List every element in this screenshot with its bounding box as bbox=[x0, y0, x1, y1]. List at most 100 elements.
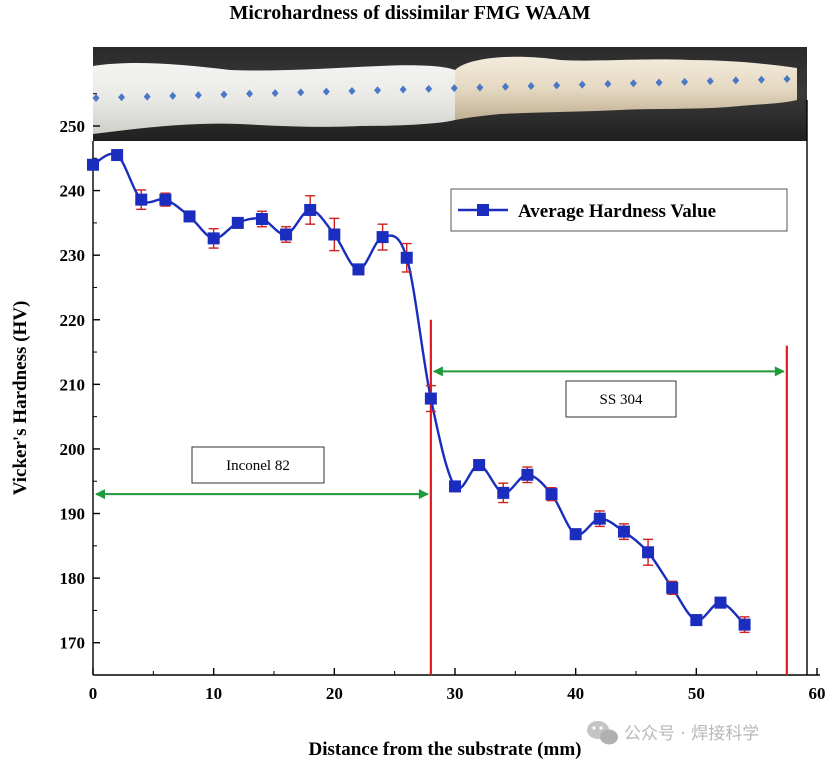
series-layer bbox=[87, 149, 751, 634]
data-point bbox=[87, 158, 99, 171]
indentation-marker bbox=[757, 75, 765, 84]
chart-title: Microhardness of dissimilar FMG WAAM bbox=[229, 2, 590, 24]
data-point bbox=[690, 614, 703, 627]
region-label-box bbox=[565, 380, 677, 418]
data-point bbox=[183, 210, 196, 223]
y-tick-label: 200 bbox=[60, 440, 86, 459]
watermark-text: 公众号 · 焊接科学 bbox=[624, 724, 759, 744]
x-tick-label: 40 bbox=[567, 684, 584, 703]
y-tick-label: 240 bbox=[60, 182, 86, 201]
sample-photo bbox=[92, 47, 807, 141]
indentation-marker bbox=[604, 79, 612, 88]
arrow-head-left bbox=[432, 366, 443, 377]
region-label-box bbox=[191, 446, 325, 484]
data-point bbox=[400, 251, 413, 264]
arrow-head-right bbox=[774, 366, 785, 377]
indentation-marker bbox=[732, 76, 740, 85]
legend: Average Hardness Value bbox=[450, 188, 788, 232]
y-axis-label: Vicker's Hardness (HV) bbox=[10, 301, 31, 496]
indentation-marker bbox=[425, 84, 433, 93]
data-point bbox=[666, 581, 679, 594]
indentation-marker bbox=[527, 82, 535, 91]
y-tick-label: 210 bbox=[60, 375, 86, 394]
data-point bbox=[231, 216, 244, 229]
indentation-marker bbox=[501, 82, 509, 91]
data-point bbox=[207, 232, 220, 245]
indentation-marker bbox=[169, 91, 177, 100]
data-point bbox=[714, 596, 727, 609]
indentation-marker bbox=[681, 77, 689, 86]
indentation-marker bbox=[92, 94, 100, 102]
indentation-marker bbox=[271, 89, 279, 98]
indentation-marker bbox=[399, 85, 407, 94]
indentation-marker bbox=[476, 83, 484, 92]
indentation-marker bbox=[118, 93, 126, 102]
data-point bbox=[521, 468, 534, 481]
y-tick-label: 230 bbox=[60, 246, 86, 265]
indentation-marker bbox=[297, 88, 305, 97]
x-tick-label: 10 bbox=[205, 684, 222, 703]
indentation-marker bbox=[348, 86, 356, 95]
indentation-markers bbox=[92, 75, 791, 102]
data-point bbox=[159, 193, 172, 206]
data-point bbox=[352, 263, 365, 276]
indentation-marker bbox=[629, 79, 637, 88]
data-point bbox=[135, 193, 148, 206]
x-tick-label: 50 bbox=[688, 684, 705, 703]
indentation-marker bbox=[322, 87, 330, 96]
data-point bbox=[497, 486, 510, 499]
deposit-bead-inconel bbox=[93, 63, 455, 134]
indentation-marker bbox=[553, 81, 561, 90]
data-point bbox=[642, 546, 655, 559]
indentation-marker bbox=[655, 78, 663, 87]
data-point bbox=[280, 228, 293, 241]
data-point bbox=[545, 488, 558, 501]
data-point bbox=[111, 149, 124, 162]
y-tick-label: 180 bbox=[60, 569, 86, 588]
region-label: Inconel 82 bbox=[226, 458, 290, 474]
data-point bbox=[473, 459, 486, 472]
arrow-head-right bbox=[418, 489, 429, 500]
region-annotations: Inconel 82 SS 304 bbox=[95, 319, 788, 675]
x-axis-label: Distance from the substrate (mm) bbox=[309, 739, 582, 760]
plot-frame bbox=[92, 100, 820, 676]
arrow-head-left bbox=[95, 489, 105, 500]
watermark: 公众号 · 焊接科学 bbox=[587, 721, 759, 745]
y-tick-label: 170 bbox=[60, 634, 86, 653]
indentation-marker bbox=[578, 80, 586, 89]
y-tick-label: 190 bbox=[60, 505, 86, 524]
y-tick-label: 250 bbox=[60, 117, 86, 136]
chat-bubble-icon bbox=[587, 721, 618, 745]
indentation-marker bbox=[374, 86, 382, 95]
x-tick-label: 0 bbox=[89, 684, 98, 703]
data-point bbox=[328, 228, 341, 241]
indentation-marker bbox=[220, 90, 228, 99]
indentation-marker bbox=[706, 77, 714, 86]
x-axis-ticks: 0 10 20 30 40 50 60 bbox=[89, 668, 826, 703]
indentation-marker bbox=[143, 92, 151, 101]
indentation-marker bbox=[450, 84, 458, 93]
x-tick-label: 30 bbox=[447, 684, 464, 703]
data-point bbox=[569, 528, 582, 541]
data-point bbox=[617, 525, 630, 538]
data-point bbox=[255, 213, 268, 226]
y-tick-label: 220 bbox=[60, 311, 86, 330]
legend-marker bbox=[477, 204, 489, 216]
legend-label: Average Hardness Value bbox=[518, 201, 716, 222]
indentation-marker bbox=[783, 75, 791, 83]
y-axis-ticks: 170 180 190 200 210 220 230 240 250 bbox=[60, 93, 100, 653]
data-point bbox=[738, 618, 751, 631]
data-point bbox=[424, 392, 437, 405]
series-line bbox=[92, 152, 746, 626]
x-tick-label: 60 bbox=[809, 684, 826, 703]
data-point bbox=[376, 231, 389, 244]
indentation-marker bbox=[246, 89, 254, 98]
data-point bbox=[593, 512, 606, 525]
deposit-bead-ss304 bbox=[455, 56, 797, 120]
data-point bbox=[449, 480, 461, 493]
x-tick-label: 20 bbox=[326, 684, 343, 703]
region-label: SS 304 bbox=[600, 392, 643, 408]
indentation-marker bbox=[194, 91, 202, 100]
data-point bbox=[304, 203, 317, 216]
